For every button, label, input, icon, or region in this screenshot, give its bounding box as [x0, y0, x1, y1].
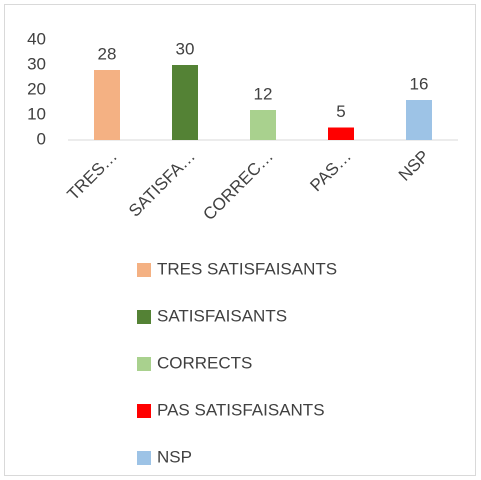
- legend-swatch: [137, 451, 151, 465]
- y-tick-label: 0: [37, 129, 46, 148]
- legend-swatch: [137, 310, 151, 324]
- value-label: 12: [254, 84, 273, 103]
- value-label: 16: [410, 74, 429, 93]
- legend-label: SATISFAISANTS: [157, 306, 287, 325]
- legend-label: NSP: [157, 447, 192, 466]
- bar: [328, 127, 354, 140]
- value-label: 28: [98, 44, 117, 63]
- legend-label: TRES SATISFAISANTS: [157, 259, 337, 278]
- legend-label: CORRECTS: [157, 353, 252, 372]
- value-label: 30: [176, 39, 195, 58]
- legend-swatch: [137, 404, 151, 418]
- bar: [94, 70, 120, 140]
- y-tick-label: 20: [27, 79, 46, 98]
- legend-swatch: [137, 357, 151, 371]
- y-tick-label: 30: [27, 54, 46, 73]
- bar: [172, 65, 198, 140]
- y-tick-label: 40: [27, 29, 46, 48]
- bar: [250, 110, 276, 140]
- bar: [406, 100, 432, 140]
- legend-label: PAS SATISFAISANTS: [157, 400, 325, 419]
- chart-border: [4, 4, 476, 476]
- y-tick-label: 10: [27, 104, 46, 123]
- value-label: 5: [336, 102, 345, 121]
- legend-swatch: [137, 263, 151, 277]
